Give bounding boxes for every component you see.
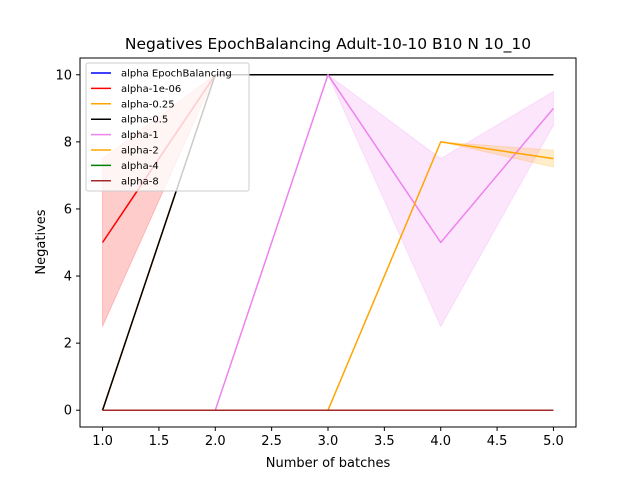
chart-title: Negatives EpochBalancing Adult-10-10 B10… [125,35,531,54]
y-axis-ticks: 0 2 4 6 8 10 [55,68,80,419]
x-tick-label: 4.0 [430,434,451,449]
x-tick-label: 3.0 [318,434,339,449]
y-tick-label: 6 [64,202,72,217]
series-lines [101,74,555,411]
x-tick-label: 2.0 [205,434,226,449]
x-axis-ticks: 1.0 1.5 2.0 2.5 3.0 3.5 4.0 4.5 5.0 [92,427,564,449]
x-tick-label: 5.0 [543,434,564,449]
y-tick-label: 10 [55,68,72,83]
legend-label-4: alpha-1 [121,130,159,141]
y-tick-label: 2 [64,337,72,352]
legend: alpha EpochBalancing alpha-1e-06 alpha-0.2… [85,62,250,192]
y-tick-label: 0 [64,404,72,419]
x-tick-label: 3.5 [374,434,395,449]
legend-label-5: alpha-2 [121,146,159,157]
legend-label-1: alpha-1e-06 [121,84,181,95]
legend-label-0: alpha EpochBalancing [121,69,232,80]
x-tick-label: 2.5 [261,434,282,449]
x-tick-label: 4.5 [487,434,508,449]
y-tick-label: 4 [64,270,72,285]
legend-box [85,62,250,192]
x-tick-label: 1.0 [92,434,113,449]
legend-label-2: alpha-0.25 [121,99,175,110]
legend-label-3: alpha-0.5 [121,115,168,126]
legend-label-7: alpha-8 [121,176,159,187]
legend-label-6: alpha-4 [121,161,159,172]
x-axis-label: Number of batches [266,456,391,471]
y-tick-label: 8 [64,135,72,150]
y-axis-label: Negatives [34,209,49,274]
x-tick-label: 1.5 [149,434,170,449]
